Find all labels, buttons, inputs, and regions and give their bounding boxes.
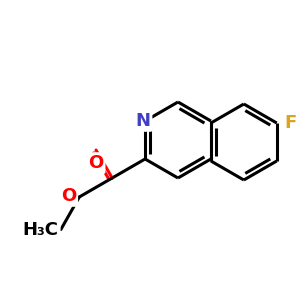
Text: H₃C: H₃C xyxy=(23,220,59,238)
Text: O: O xyxy=(88,154,104,172)
Text: N: N xyxy=(136,112,151,130)
Text: O: O xyxy=(61,187,76,205)
Text: F: F xyxy=(285,114,297,132)
